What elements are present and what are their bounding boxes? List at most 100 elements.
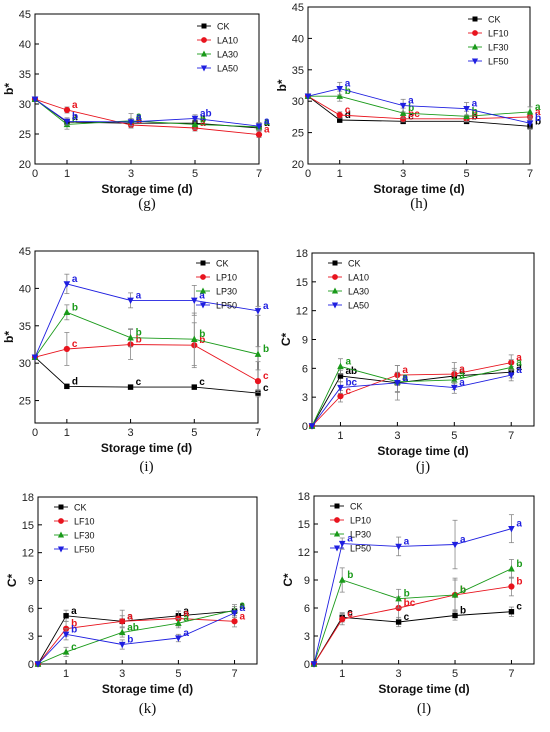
- significance-letter: a: [72, 274, 78, 285]
- x-tick-label: 7: [527, 168, 533, 180]
- y-tick-label: 30: [19, 358, 31, 370]
- y-tick-label: 45: [292, 2, 304, 14]
- legend-label: LP30: [350, 530, 371, 540]
- legend-marker: [200, 274, 206, 280]
- data-point: [63, 106, 71, 114]
- legend-label: CK: [74, 503, 87, 513]
- significance-letter: c: [345, 386, 351, 397]
- x-tick-label: 1: [64, 427, 70, 439]
- data-point: [463, 112, 470, 119]
- significance-letter: a: [460, 535, 466, 546]
- x-tick-label: 3: [128, 427, 134, 439]
- significance-letter: a: [240, 600, 246, 611]
- legend-label: CK: [348, 259, 361, 269]
- data-point: [118, 628, 126, 636]
- legend-marker: [332, 260, 338, 266]
- y-tick-label: 20: [19, 159, 31, 171]
- x-tick-label: 1: [337, 430, 343, 442]
- y-tick-label: 25: [19, 129, 31, 141]
- legend-label: LP10: [350, 516, 371, 526]
- y-tick-label: 18: [296, 248, 308, 260]
- legend-marker: [331, 302, 339, 309]
- x-tick-label: 1: [63, 668, 69, 680]
- significance-letter: a: [183, 613, 189, 624]
- data-point: [31, 96, 39, 103]
- data-point: [526, 120, 534, 127]
- data-point: [231, 610, 238, 617]
- legend-label: CK: [488, 15, 501, 25]
- significance-letter: a: [200, 118, 206, 129]
- data-point: [255, 123, 263, 130]
- significance-letter: c: [404, 612, 410, 623]
- y-tick-label: 35: [19, 321, 31, 333]
- legend-label: LF30: [74, 531, 95, 541]
- data-point: [336, 111, 343, 119]
- y-tick-label: 3: [28, 631, 34, 643]
- legend-label: LA50: [348, 301, 369, 311]
- significance-letter: a: [404, 536, 410, 547]
- y-tick-label: 6: [28, 603, 34, 615]
- data-point: [395, 619, 402, 625]
- significance-letter: a: [472, 99, 478, 110]
- x-tick-label: 3: [396, 668, 402, 680]
- data-point: [255, 131, 263, 138]
- data-point: [451, 591, 459, 598]
- data-point: [507, 363, 515, 371]
- legend-label: LP30: [216, 287, 237, 297]
- legend-label: LF10: [488, 29, 509, 39]
- data-point: [451, 541, 459, 549]
- data-point: [64, 383, 70, 390]
- significance-letter: c: [72, 339, 78, 350]
- y-axis-title: b*: [2, 331, 16, 343]
- significance-letter: a: [408, 96, 414, 107]
- series-LP30: bb bb: [31, 302, 269, 366]
- x-axis-title: Storage time (d): [102, 682, 193, 696]
- data-point: [254, 308, 262, 315]
- significance-letter: b: [535, 113, 541, 124]
- x-tick-label: 5: [175, 668, 181, 680]
- significance-letter: a: [71, 606, 77, 617]
- y-tick-label: 9: [28, 576, 34, 588]
- significance-letter: a: [535, 107, 541, 118]
- x-tick-label: 5: [464, 168, 470, 180]
- legend-marker: [201, 37, 207, 43]
- significance-letter: a: [345, 79, 351, 90]
- x-tick-label: 7: [231, 668, 237, 680]
- y-tick-label: 45: [19, 9, 31, 21]
- significance-letter: b: [347, 570, 353, 581]
- panel-label: (k): [139, 701, 157, 717]
- data-point: [118, 641, 126, 649]
- x-tick-label: 3: [400, 168, 406, 180]
- x-tick-label: 5: [192, 168, 198, 180]
- legend-marker: [199, 287, 207, 294]
- significance-letter: b: [535, 116, 541, 127]
- x-axis-title: Storage time (d): [378, 682, 469, 696]
- data-point: [394, 380, 401, 387]
- significance-letter: a: [199, 290, 205, 301]
- x-axis-title: Storage time (d): [373, 182, 464, 196]
- legend-label: CK: [216, 259, 229, 269]
- data-point: [338, 576, 346, 583]
- significance-letter: a: [535, 102, 541, 113]
- data-point: [399, 109, 407, 116]
- y-tick-label: 18: [298, 491, 310, 503]
- x-tick-label: 1: [64, 168, 70, 180]
- significance-letter: a: [263, 301, 269, 312]
- legend-marker: [332, 274, 338, 280]
- legend-marker: [200, 50, 208, 57]
- significance-letter: a: [200, 113, 206, 124]
- y-tick-label: 20: [292, 159, 304, 171]
- data-point: [507, 372, 515, 379]
- data-point: [337, 393, 344, 400]
- data-point: [508, 525, 515, 533]
- legend-marker: [334, 503, 340, 509]
- legend-marker: [472, 16, 478, 22]
- y-tick-label: 12: [296, 306, 308, 318]
